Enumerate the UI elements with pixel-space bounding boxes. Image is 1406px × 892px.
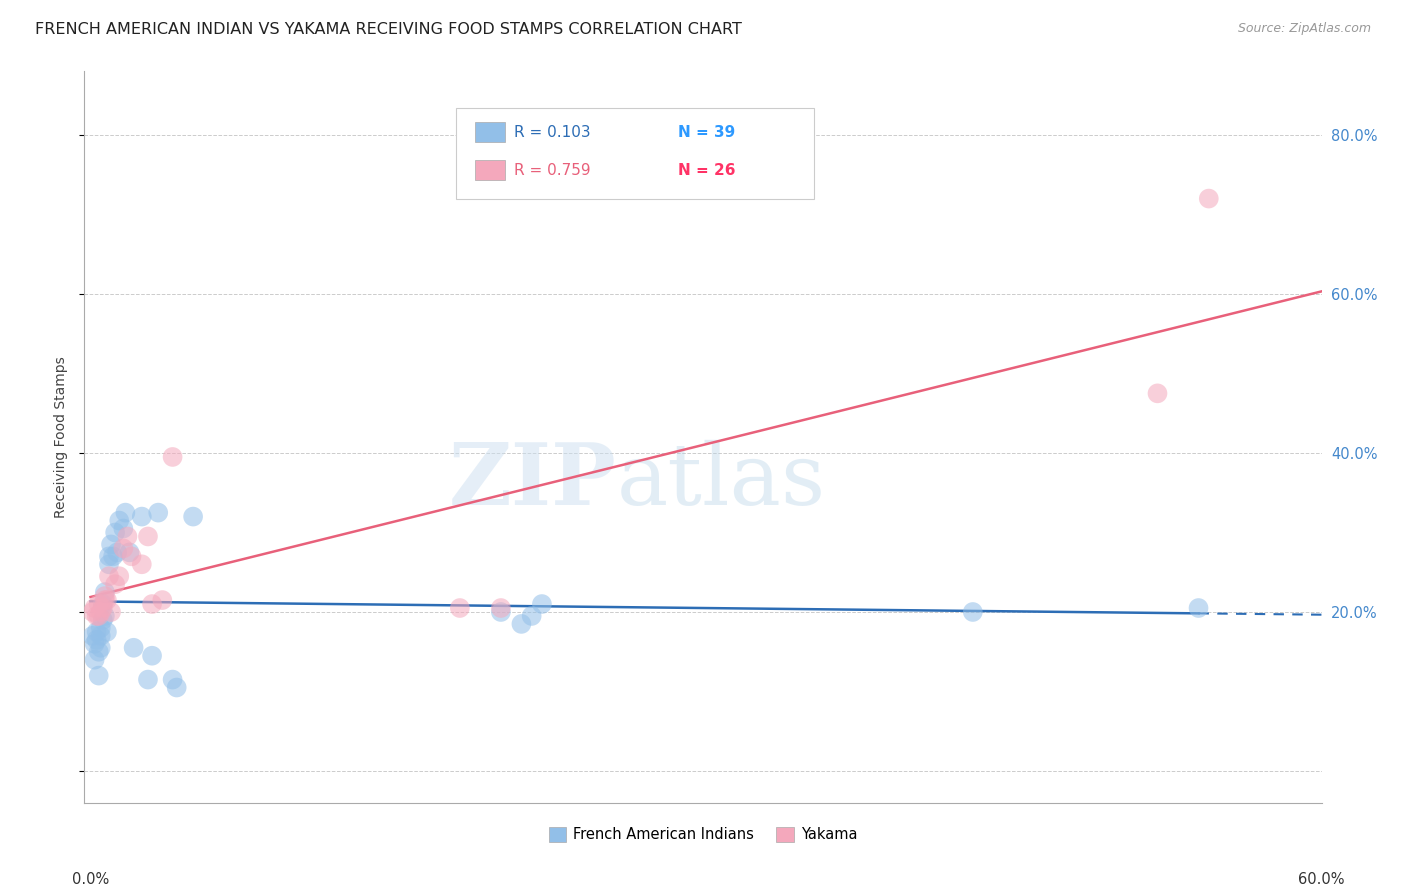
- Point: [104, 525, 127, 540]
- Text: 0.0%: 0.0%: [72, 872, 110, 888]
- Point: [489, 601, 512, 615]
- Point: [90, 621, 112, 635]
- Point: [101, 549, 124, 564]
- Text: FRENCH AMERICAN INDIAN VS YAKAMA RECEIVING FOOD STAMPS CORRELATION CHART: FRENCH AMERICAN INDIAN VS YAKAMA RECEIVI…: [35, 22, 742, 37]
- Point: [1146, 386, 1168, 401]
- Point: [87, 668, 110, 682]
- Point: [98, 549, 121, 564]
- Point: [91, 613, 114, 627]
- Point: [121, 549, 143, 564]
- Point: [530, 597, 553, 611]
- Text: N = 26: N = 26: [678, 162, 735, 178]
- Point: [86, 609, 108, 624]
- Point: [90, 640, 112, 655]
- Point: [181, 509, 204, 524]
- Point: [122, 640, 145, 655]
- Point: [96, 593, 118, 607]
- Point: [98, 569, 121, 583]
- Point: [148, 506, 170, 520]
- Point: [96, 624, 118, 639]
- Point: [162, 450, 184, 464]
- Text: N = 39: N = 39: [678, 125, 735, 139]
- Point: [90, 629, 112, 643]
- Point: [86, 624, 108, 639]
- Point: [510, 616, 533, 631]
- Legend: French American Indians, Yakama: French American Indians, Yakama: [543, 822, 863, 848]
- Point: [94, 589, 117, 603]
- Point: [112, 541, 135, 556]
- Text: 60.0%: 60.0%: [1298, 872, 1346, 888]
- Point: [82, 605, 104, 619]
- Point: [136, 673, 159, 687]
- Text: R = 0.103: R = 0.103: [513, 125, 591, 139]
- Point: [112, 521, 135, 535]
- Point: [100, 605, 122, 619]
- Point: [117, 529, 139, 543]
- Point: [94, 585, 117, 599]
- Point: [136, 529, 159, 543]
- Point: [100, 537, 122, 551]
- Point: [1198, 192, 1220, 206]
- Point: [94, 609, 117, 624]
- Point: [449, 601, 471, 615]
- Point: [108, 514, 131, 528]
- Point: [82, 629, 104, 643]
- Point: [83, 637, 105, 651]
- Point: [91, 601, 114, 615]
- Point: [141, 597, 163, 611]
- Text: Source: ZipAtlas.com: Source: ZipAtlas.com: [1237, 22, 1371, 36]
- Point: [118, 545, 141, 559]
- Point: [131, 509, 153, 524]
- Point: [520, 609, 543, 624]
- Text: atlas: atlas: [616, 440, 825, 523]
- Point: [83, 653, 105, 667]
- Point: [104, 577, 127, 591]
- Point: [141, 648, 163, 663]
- Point: [105, 545, 128, 559]
- Point: [87, 609, 110, 624]
- Text: ZIP: ZIP: [449, 439, 616, 523]
- Text: R = 0.759: R = 0.759: [513, 162, 591, 178]
- Point: [98, 558, 121, 572]
- FancyBboxPatch shape: [456, 108, 814, 200]
- FancyBboxPatch shape: [475, 160, 505, 180]
- Point: [162, 673, 184, 687]
- Point: [87, 645, 110, 659]
- Point: [1187, 601, 1209, 615]
- FancyBboxPatch shape: [475, 122, 505, 143]
- Point: [489, 605, 512, 619]
- Point: [131, 558, 153, 572]
- Point: [150, 593, 173, 607]
- Point: [91, 597, 114, 611]
- Point: [87, 597, 110, 611]
- Point: [166, 681, 188, 695]
- Y-axis label: Receiving Food Stamps: Receiving Food Stamps: [55, 356, 69, 518]
- Point: [114, 506, 136, 520]
- Point: [90, 605, 112, 619]
- Point: [94, 593, 117, 607]
- Point: [83, 601, 105, 615]
- Point: [962, 605, 984, 619]
- Point: [86, 632, 108, 647]
- Point: [108, 569, 131, 583]
